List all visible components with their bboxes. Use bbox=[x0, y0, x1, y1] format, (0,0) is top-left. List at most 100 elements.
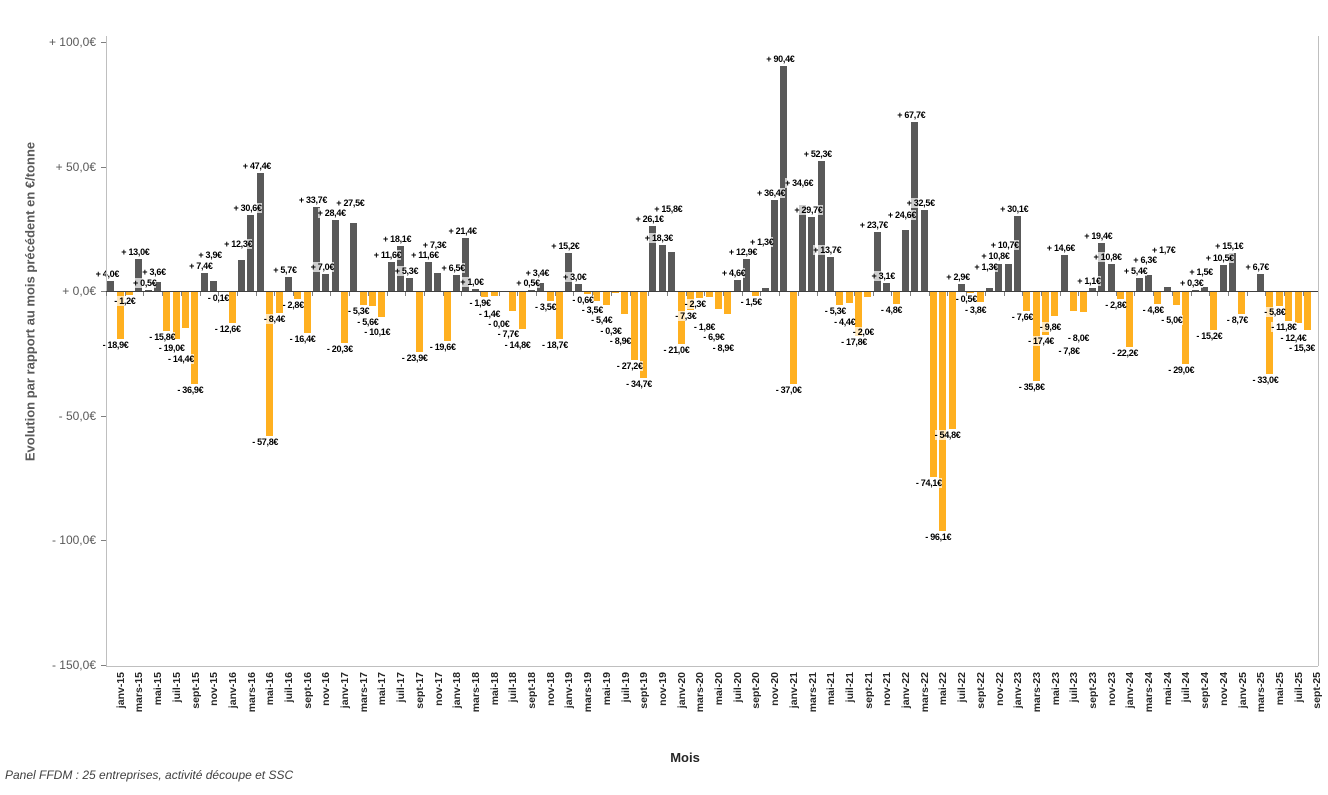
bar bbox=[836, 292, 844, 306]
bar bbox=[238, 260, 246, 291]
y-tick-mark bbox=[101, 166, 106, 168]
bar-label: + 13,0€ bbox=[121, 246, 150, 257]
bar-label: + 11,6€ bbox=[373, 250, 402, 261]
x-tick-label: nov-19 bbox=[656, 672, 669, 706]
bar-label: + 3,9€ bbox=[198, 250, 222, 261]
x-tick-label: janv-15 bbox=[114, 672, 127, 709]
bar bbox=[621, 292, 629, 315]
x-tick-label: mars-19 bbox=[582, 672, 595, 713]
bar-label: - 54,8€ bbox=[934, 429, 961, 440]
plot-bottom-border bbox=[106, 666, 1318, 667]
bar-label: + 13,7€ bbox=[813, 244, 842, 255]
x-tick-label: nov-22 bbox=[993, 672, 1006, 706]
bar bbox=[752, 292, 760, 296]
bar-label: + 15,2€ bbox=[551, 241, 580, 252]
bar bbox=[415, 292, 423, 352]
x-tick-label: juil-17 bbox=[395, 672, 408, 703]
x-tick-label: janv-24 bbox=[1124, 672, 1137, 709]
bar-label: + 6,7€ bbox=[1245, 262, 1269, 273]
bar bbox=[406, 277, 414, 291]
bar-label: - 18,7€ bbox=[542, 339, 568, 350]
x-tick-mark bbox=[797, 292, 799, 296]
bar bbox=[200, 272, 208, 291]
bar-label: - 11,8€ bbox=[1271, 322, 1297, 333]
x-tick-mark bbox=[816, 292, 818, 296]
x-tick-mark bbox=[666, 292, 668, 296]
x-tick-label: mars-24 bbox=[1143, 672, 1155, 713]
bar-label: + 30,6€ bbox=[233, 202, 262, 213]
x-tick-label: juil-24 bbox=[1180, 672, 1193, 703]
bar bbox=[546, 292, 554, 301]
bar-label: - 10,1€ bbox=[364, 327, 391, 338]
x-tick-mark bbox=[236, 292, 238, 296]
x-tick-label: nov-24 bbox=[1217, 672, 1230, 706]
bar bbox=[462, 237, 470, 291]
bar bbox=[527, 289, 535, 291]
bar-label: - 1,4€ bbox=[478, 308, 501, 319]
x-tick-mark bbox=[180, 292, 182, 296]
x-tick-label: mai-19 bbox=[600, 672, 613, 706]
y-tick-mark bbox=[101, 42, 106, 43]
bar bbox=[1107, 264, 1115, 291]
x-tick-mark bbox=[1059, 292, 1061, 296]
x-tick-label: sept-23 bbox=[1087, 672, 1099, 709]
bar-label: - 16,4€ bbox=[289, 333, 316, 344]
bar-label: + 1,3€ bbox=[974, 261, 998, 272]
x-tick-mark bbox=[648, 292, 650, 296]
bar bbox=[107, 281, 115, 291]
x-tick-label: juil-18 bbox=[507, 672, 520, 703]
bar bbox=[1098, 242, 1106, 291]
bar bbox=[1238, 292, 1246, 314]
bar-label: - 2,3€ bbox=[684, 298, 706, 309]
bar bbox=[555, 292, 563, 339]
y-tick-label: - 150,0€ bbox=[51, 657, 96, 672]
x-tick-label: janv-16 bbox=[226, 672, 239, 709]
bar bbox=[574, 283, 582, 291]
bar-label: + 90,4€ bbox=[766, 53, 795, 64]
bar-label: - 29,0€ bbox=[1168, 365, 1195, 376]
bar bbox=[948, 292, 956, 429]
x-tick-mark bbox=[143, 292, 145, 296]
bar bbox=[967, 292, 975, 294]
bar-label: - 37,0€ bbox=[775, 385, 802, 396]
x-tick-mark bbox=[536, 292, 537, 296]
bar-label: - 1,5€ bbox=[740, 296, 762, 307]
bar-label: - 8,4€ bbox=[263, 313, 286, 324]
bar-label: + 3,6€ bbox=[142, 267, 166, 277]
bar-label: - 96,1€ bbox=[925, 532, 952, 543]
bar bbox=[1070, 292, 1078, 312]
bar-label: - 36,9€ bbox=[177, 384, 204, 395]
bar bbox=[733, 279, 741, 291]
bar bbox=[163, 292, 171, 332]
x-tick-label: juil-23 bbox=[1068, 672, 1081, 703]
bar bbox=[1023, 292, 1031, 311]
y-tick-mark bbox=[101, 540, 106, 541]
bar-label: - 2,8€ bbox=[282, 300, 304, 310]
plot-right-border bbox=[1318, 36, 1319, 666]
x-tick-mark bbox=[1003, 292, 1005, 296]
bar bbox=[537, 282, 545, 291]
x-tick-mark bbox=[255, 292, 257, 296]
bar bbox=[210, 281, 217, 291]
bar bbox=[481, 292, 489, 297]
bar-label: - 5,6€ bbox=[357, 316, 379, 327]
x-tick-mark bbox=[480, 292, 481, 296]
bar bbox=[696, 292, 704, 298]
bar bbox=[453, 274, 461, 291]
bar-label: - 4,8€ bbox=[880, 305, 903, 315]
x-tick-label: mai-25 bbox=[1273, 672, 1286, 706]
x-tick-mark bbox=[386, 292, 388, 296]
bar-label: + 6,5€ bbox=[441, 262, 465, 273]
bar-label: - 74,1€ bbox=[915, 477, 942, 488]
x-tick-mark bbox=[498, 292, 500, 296]
bar bbox=[1051, 292, 1059, 317]
x-tick-mark bbox=[1115, 292, 1117, 296]
x-tick-mark bbox=[891, 292, 893, 296]
bar-label: + 7,3€ bbox=[422, 239, 447, 250]
x-tick-label: janv-20 bbox=[675, 672, 688, 709]
bar-label: + 3,1€ bbox=[871, 271, 895, 282]
x-tick-mark bbox=[704, 292, 706, 296]
bar-label: - 57,8€ bbox=[252, 436, 279, 447]
bar-label: + 15,8€ bbox=[654, 203, 683, 214]
bar-label: - 8,9€ bbox=[609, 336, 632, 347]
